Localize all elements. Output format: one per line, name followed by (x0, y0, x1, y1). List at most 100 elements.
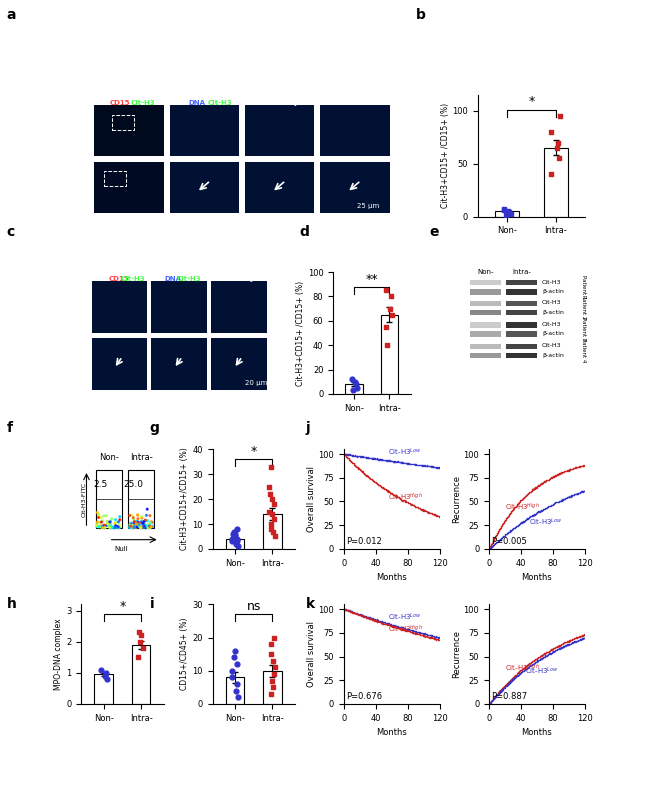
Point (131, 521, 142, 534)
Text: *: * (120, 600, 125, 613)
Point (555, 110, 566, 123)
Point (146, 521, 156, 534)
Text: CD15: CD15 (110, 100, 130, 106)
Point (131, 521, 141, 534)
Point (141, 509, 151, 521)
Point (231, 538, 241, 551)
Point (552, 136, 563, 149)
Point (105, 516, 115, 528)
Point (105, 514, 116, 527)
Bar (151, 281, 207, 333)
Point (98, 509, 109, 522)
Point (133, 520, 143, 532)
Point (144, 521, 155, 534)
Point (132, 520, 142, 533)
Point (112, 521, 122, 534)
Point (107, 520, 117, 533)
Point (229, 525, 239, 538)
Y-axis label: Recurrence: Recurrence (452, 630, 461, 678)
Point (266, 675, 277, 687)
Point (233, 691, 243, 704)
Point (92, 517, 103, 529)
Text: β-actin: β-actin (542, 289, 564, 294)
Point (140, 514, 151, 527)
Text: Non-tumor: Non-tumor (81, 112, 86, 149)
Point (129, 517, 139, 529)
Text: Cit-H3: Cit-H3 (542, 322, 562, 327)
Point (136, 520, 147, 533)
Bar (506, 343, 536, 349)
Text: Intra-: Intra- (130, 453, 153, 462)
Point (95, 520, 105, 532)
Point (136, 511, 147, 524)
Text: *: * (251, 445, 257, 458)
Y-axis label: MPO-DNA complex: MPO-DNA complex (55, 619, 63, 690)
Point (114, 510, 125, 523)
Text: DNA: DNA (165, 276, 182, 282)
Point (98, 520, 109, 532)
Point (142, 503, 152, 516)
Point (133, 516, 143, 528)
Point (504, 206, 515, 219)
Point (135, 520, 145, 533)
Point (129, 521, 139, 534)
Point (138, 517, 149, 530)
Point (140, 520, 151, 532)
Point (268, 654, 278, 667)
Point (96, 516, 106, 528)
Point (230, 645, 240, 657)
Text: h: h (6, 597, 16, 611)
Text: **: ** (366, 273, 378, 286)
Bar (128, 470, 155, 528)
Point (382, 339, 392, 351)
Point (99, 670, 110, 683)
Point (129, 520, 139, 532)
Point (229, 530, 239, 543)
Text: Cit-H3: Cit-H3 (542, 280, 562, 285)
Point (101, 509, 111, 522)
Point (131, 518, 142, 531)
Point (138, 517, 148, 530)
Text: j: j (306, 421, 310, 435)
Point (385, 302, 395, 315)
Point (109, 518, 120, 531)
Point (266, 460, 276, 473)
Text: 25.0: 25.0 (123, 480, 143, 490)
Point (110, 517, 120, 530)
Bar (112, 115, 134, 130)
Point (113, 520, 124, 533)
Point (96, 516, 107, 528)
Bar (320, 161, 389, 213)
Bar (132, 645, 150, 704)
Point (227, 664, 237, 677)
Text: P=0.005: P=0.005 (491, 537, 527, 547)
Text: Patient 4: Patient 4 (581, 339, 586, 363)
Text: P=0.887: P=0.887 (491, 692, 528, 702)
Text: β-actin: β-actin (542, 310, 564, 315)
Point (135, 521, 146, 534)
Text: Cit-H3$^{Low}$: Cit-H3$^{Low}$ (525, 665, 558, 677)
Point (114, 520, 125, 533)
Point (131, 520, 142, 532)
Text: i: i (150, 597, 154, 611)
Bar (470, 343, 500, 349)
Point (138, 521, 149, 534)
Bar (495, 211, 519, 217)
Text: Cit-H3$^{Low}$: Cit-H3$^{Low}$ (529, 517, 563, 528)
Point (97, 521, 107, 534)
Point (99, 519, 110, 532)
Y-axis label: Recurrence: Recurrence (452, 475, 461, 523)
Bar (506, 331, 536, 337)
Point (98, 519, 109, 532)
Point (109, 521, 119, 534)
Point (96, 511, 107, 524)
Point (546, 168, 556, 180)
Point (269, 668, 280, 680)
Point (146, 517, 156, 529)
Point (131, 517, 141, 529)
Bar (94, 161, 164, 213)
X-axis label: Months: Months (521, 729, 552, 737)
Text: 20 μm: 20 μm (245, 380, 267, 386)
Point (125, 518, 135, 531)
Point (148, 520, 158, 532)
